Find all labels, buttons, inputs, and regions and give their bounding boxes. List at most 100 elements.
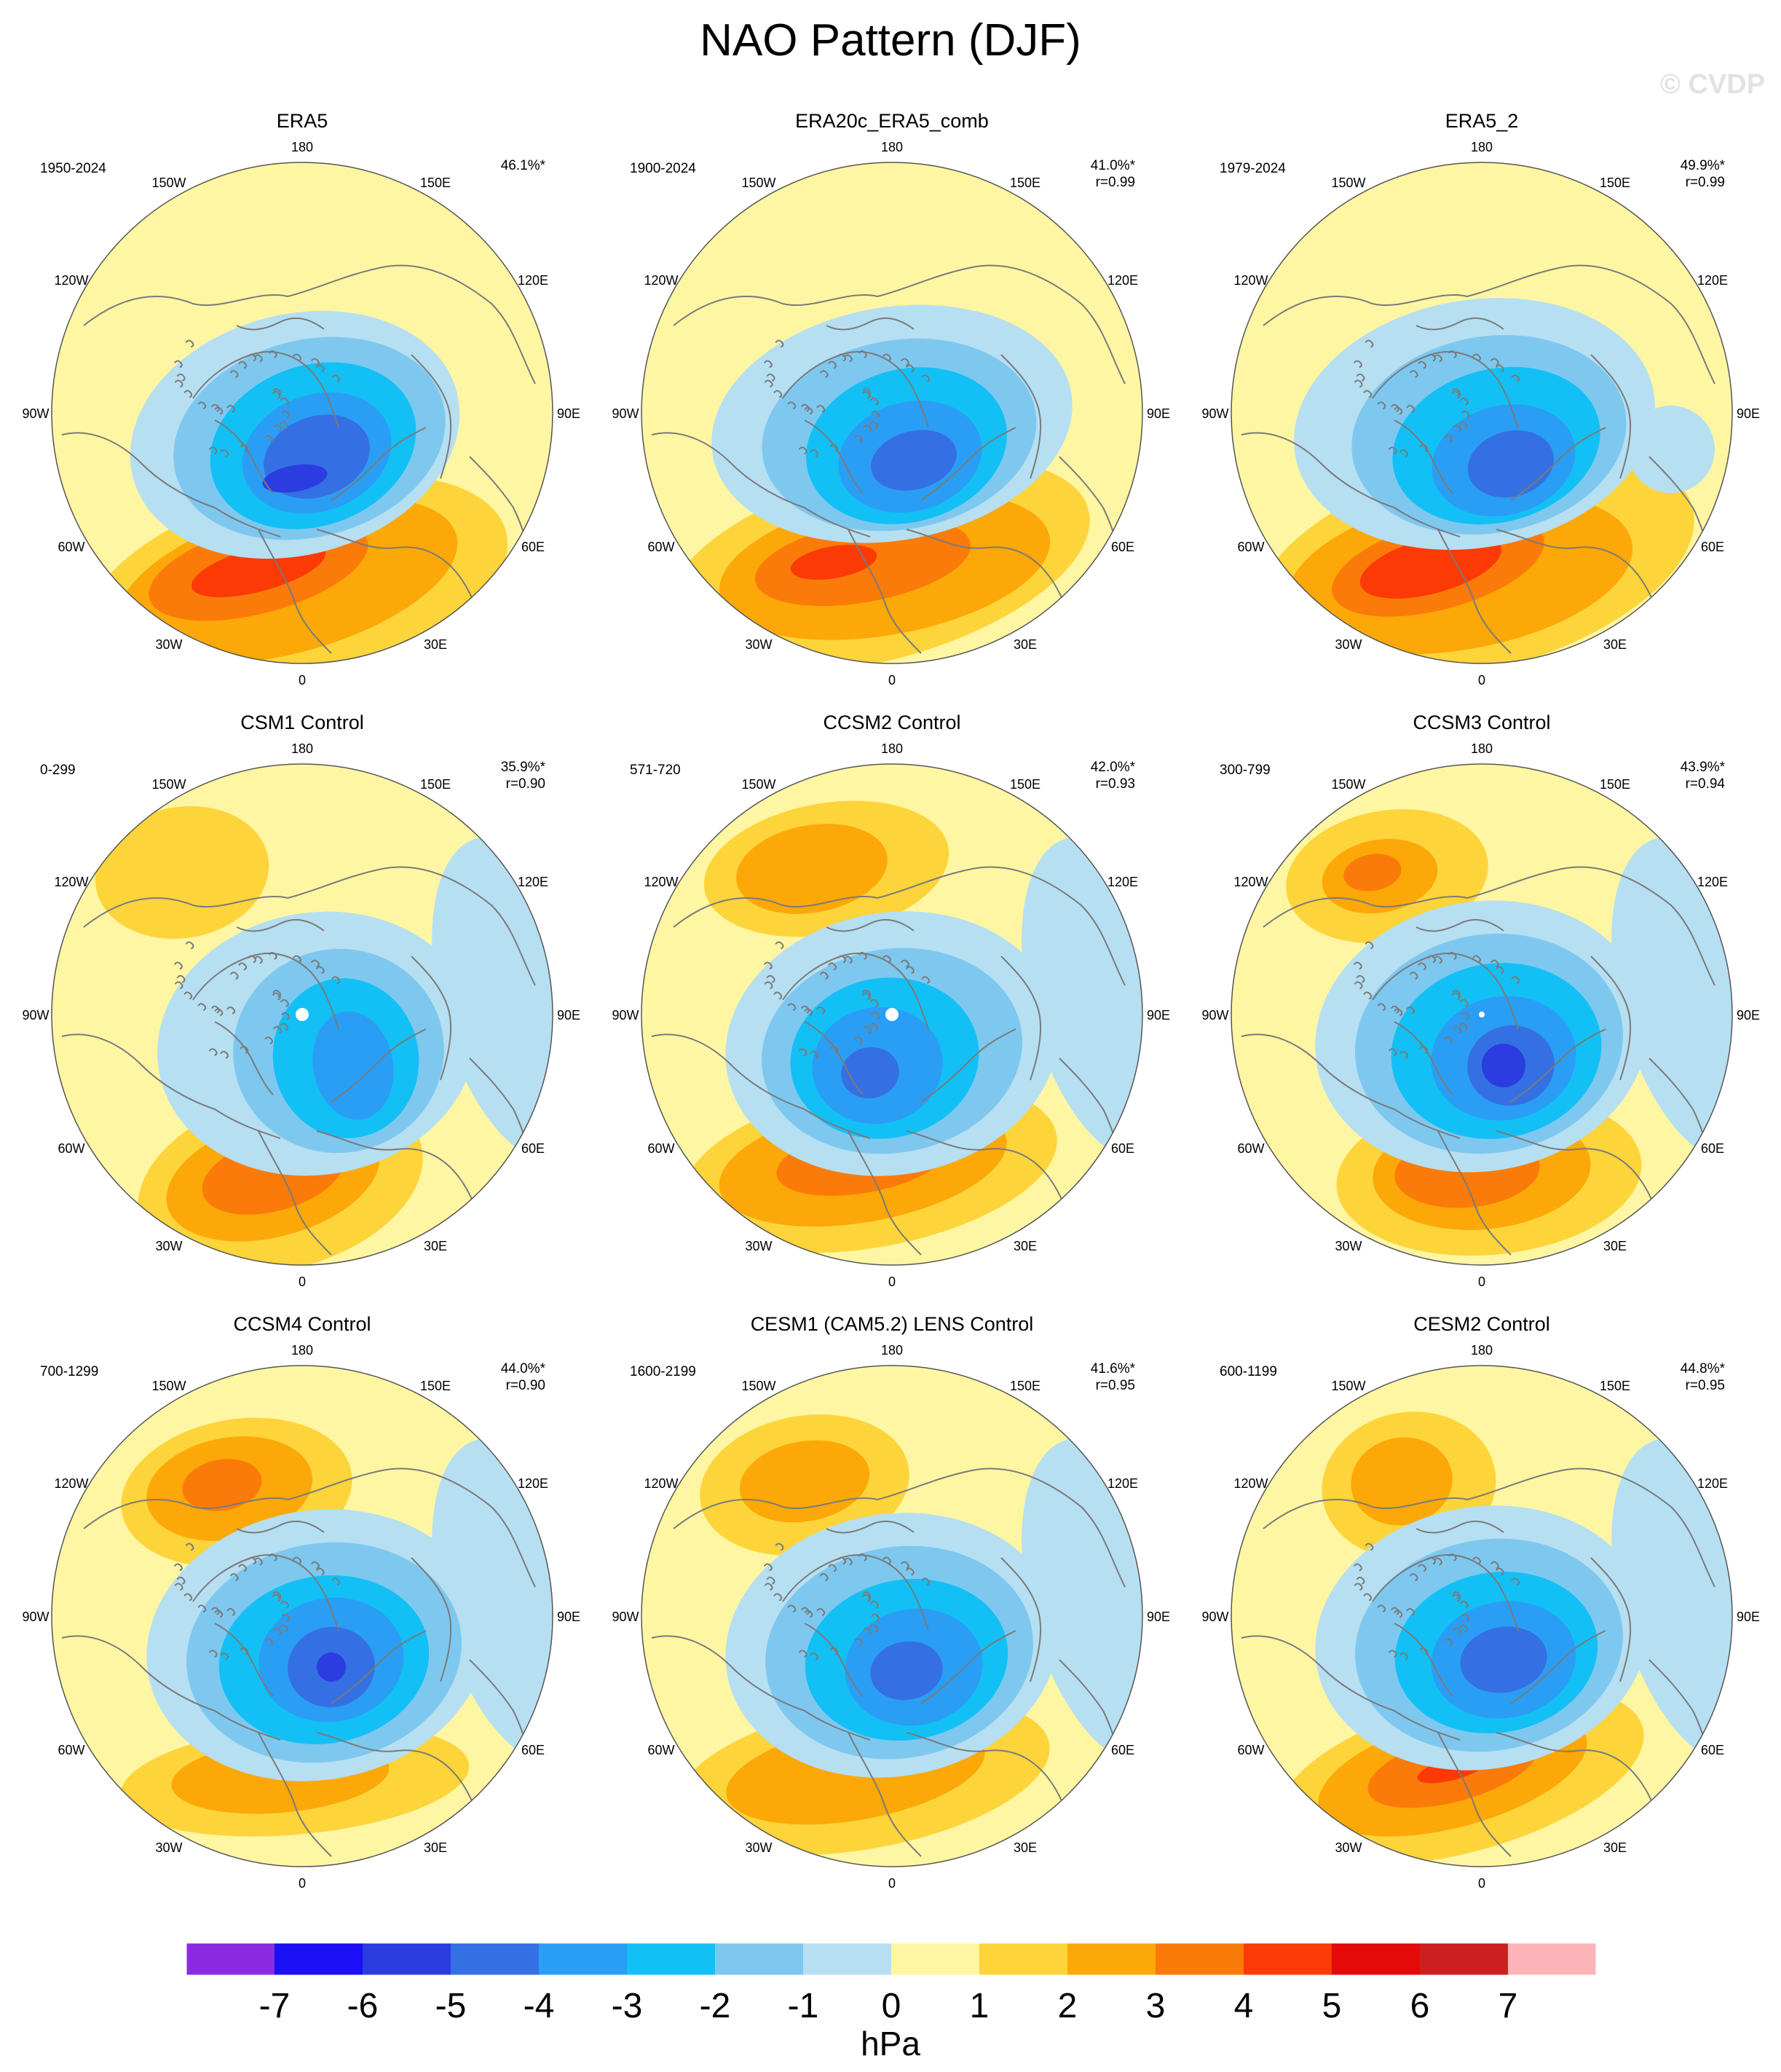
map-boundary [641, 763, 1143, 1266]
longitude-label: 30W [745, 1840, 772, 1855]
longitude-label: 90W [22, 1008, 49, 1023]
panel-variance-explained: 42.0%* [1091, 760, 1136, 775]
longitude-label: 30E [424, 1239, 447, 1253]
panel-title: ERA5 [277, 110, 328, 132]
longitude-label: 150W [741, 1379, 775, 1393]
panel-variance-explained: 35.9%* [501, 760, 546, 775]
longitude-label: 120E [1107, 1476, 1138, 1491]
longitude-label: 180 [291, 140, 313, 154]
longitude-label: 180 [881, 1343, 903, 1358]
panel-variance-explained: 41.6%* [1091, 1361, 1136, 1376]
figure-title: NAO Pattern (DJF) [700, 15, 1081, 66]
colorbar-swatch [715, 1943, 804, 1975]
negative-anomaly-contour [1482, 1044, 1525, 1087]
longitude-label: 30E [1014, 1239, 1037, 1253]
longitude-label: 120W [55, 1476, 89, 1491]
longitude-label: 120W [644, 875, 679, 889]
longitude-label: 120E [518, 273, 548, 288]
colorbar-tick-label: 4 [1234, 1987, 1254, 2025]
colorbar-tick-label: -7 [259, 1987, 291, 2025]
longitude-label: 150W [151, 1379, 186, 1393]
longitude-label: 60E [521, 540, 545, 554]
map-panel: 180 150E 120E 90E 60E 30E 0 30W 60W 90W 120W 150W CE… [612, 1313, 1170, 1891]
longitude-label: 30E [1603, 1840, 1627, 1855]
longitude-label: 60E [521, 1141, 545, 1156]
negative-anomaly-contour [1460, 1626, 1547, 1693]
longitude-label: 0 [299, 673, 306, 688]
longitude-label: 90W [22, 1610, 49, 1624]
colorbar-swatch [1244, 1943, 1332, 1975]
colorbar-swatch [1067, 1943, 1156, 1975]
map-panel: 180 150E 120E 90E 60E 30E 0 30W 60W 90W 120W 150W ER… [1201, 110, 1760, 688]
longitude-label: 150E [1010, 176, 1040, 190]
longitude-label: 60E [1701, 1743, 1724, 1757]
longitude-label: 180 [881, 140, 903, 154]
longitude-label: 150W [1331, 777, 1365, 792]
coastlines [1241, 264, 1715, 654]
longitude-labels: 180 150E 120E 90E 60E 30E 0 30W 60W 90W 120W 150W [22, 140, 580, 688]
longitude-label: 60E [1701, 1141, 1724, 1156]
panel-years: 571-720 [630, 763, 681, 778]
panel-title: CCSM4 Control [233, 1313, 371, 1335]
panel-grid: 180 150E 120E 90E 60E 30E 0 30W 60W 90W 120W 150W ER… [22, 110, 1760, 1891]
longitude-label: 90E [1147, 406, 1170, 421]
colorbar-tick-label: -5 [435, 1987, 467, 2025]
longitude-label: 150E [1600, 1379, 1630, 1393]
panel-variance-explained: 49.9%* [1681, 158, 1726, 173]
longitude-label: 0 [299, 1876, 306, 1891]
positive-anomaly-contour [1343, 854, 1402, 891]
longitude-label: 180 [881, 741, 903, 756]
map-boundary [641, 162, 1143, 664]
longitude-label: 150W [1331, 176, 1365, 190]
colorbar-swatch [186, 1943, 275, 1975]
panel-correlation: r=0.93 [1096, 776, 1135, 792]
longitude-label: 90E [1737, 406, 1760, 421]
positive-anomaly-contour [182, 1459, 262, 1511]
longitude-label: 30E [1014, 637, 1037, 652]
longitude-labels: 180 150E 120E 90E 60E 30E 0 30W 60W 90W 120W 150W [1201, 741, 1760, 1289]
panel-variance-explained: 44.0%* [501, 1361, 546, 1376]
longitude-label: 90E [557, 406, 580, 421]
map-panel: 180 150E 120E 90E 60E 30E 0 30W 60W 90W 120W 150W CC… [612, 712, 1170, 1289]
longitude-label: 90E [557, 1008, 580, 1023]
longitude-label: 0 [1478, 1275, 1485, 1289]
longitude-label: 30W [1335, 1840, 1362, 1855]
longitude-labels: 180 150E 120E 90E 60E 30E 0 30W 60W 90W 120W 150W [612, 1343, 1170, 1891]
colorbar-tick-label: 3 [1146, 1987, 1166, 2025]
positive-anomaly-contour [1351, 1437, 1453, 1526]
map-boundary [51, 763, 553, 1266]
longitude-label: 90W [1201, 1008, 1228, 1023]
longitude-label: 150W [741, 176, 775, 190]
longitude-label: 30W [1335, 1239, 1362, 1253]
colorbar-swatch [1156, 1943, 1244, 1975]
map-panel: 180 150E 120E 90E 60E 30E 0 30W 60W 90W 120W 150W CE… [1201, 1313, 1760, 1891]
colorbar-tick-label: -1 [788, 1987, 819, 2025]
colorbar-tick-label: -3 [612, 1987, 643, 2025]
longitude-label: 0 [888, 1876, 896, 1891]
negative-anomaly-contour [870, 1641, 943, 1701]
colorbar-tick-label: 1 [970, 1987, 990, 2025]
longitude-label: 120E [1697, 1476, 1728, 1491]
panel-title: ERA20c_ERA5_comb [795, 110, 989, 132]
coastlines [61, 866, 536, 1256]
longitude-label: 150E [420, 176, 451, 190]
colorbar-unit: hPa [861, 2025, 920, 2063]
longitude-label: 0 [299, 1275, 306, 1289]
colorbar-swatch [539, 1943, 628, 1975]
longitude-label: 60W [58, 1743, 85, 1757]
panel-title: CESM2 Control [1413, 1313, 1550, 1335]
longitude-label: 180 [1471, 140, 1493, 154]
negative-anomaly-contour [871, 430, 957, 491]
panel-correlation: r=0.94 [1686, 776, 1726, 792]
longitude-label: 30E [1014, 1840, 1037, 1855]
longitude-labels: 180 150E 120E 90E 60E 30E 0 30W 60W 90W 120W 150W [1201, 1343, 1760, 1891]
longitude-label: 120W [1234, 273, 1268, 288]
colorbar-swatch [1420, 1943, 1509, 1975]
longitude-label: 120W [644, 273, 679, 288]
longitude-label: 90W [612, 1610, 639, 1624]
longitude-label: 0 [1478, 673, 1485, 688]
longitude-label: 60W [648, 1141, 675, 1156]
longitude-label: 90E [1147, 1610, 1170, 1624]
longitude-label: 150W [151, 176, 186, 190]
